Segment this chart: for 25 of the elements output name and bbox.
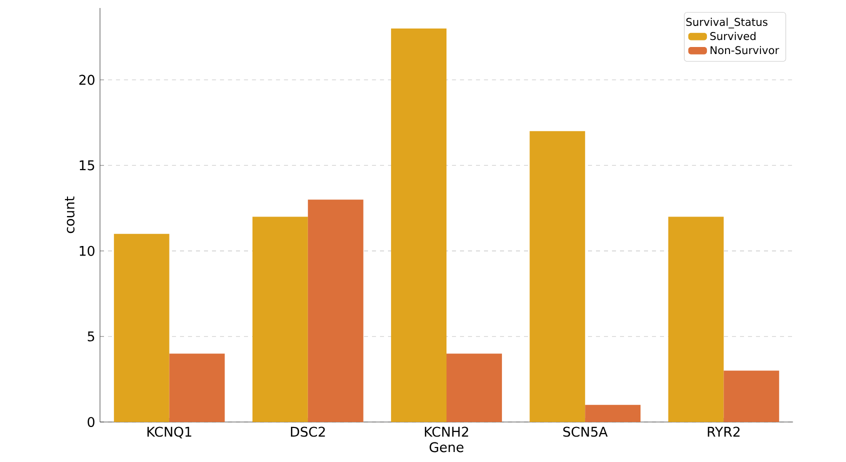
x-tick-label: SCN5A [563, 426, 608, 437]
y-tick-label: 0 [88, 416, 94, 428]
x-tick-label: RYR2 [708, 426, 740, 437]
bar [446, 354, 502, 422]
legend-title: Survival_Status [686, 18, 768, 28]
y-tick-label: 20 [79, 74, 94, 85]
legend-label: Survived [710, 32, 756, 40]
x-tick-label: DSC2 [290, 426, 325, 437]
bar [308, 200, 364, 422]
bar [252, 216, 308, 422]
y-axis-title: count [64, 196, 75, 234]
bar [391, 28, 446, 422]
y-tick-label: 10 [80, 246, 94, 256]
bar [530, 131, 586, 422]
bar [585, 404, 641, 422]
bar [114, 234, 170, 422]
legend-label: Non-Survivor [710, 46, 780, 54]
bar [724, 370, 780, 422]
y-tick-label: 5 [88, 332, 94, 342]
bar [169, 354, 225, 422]
x-tick-label: KCNH2 [424, 426, 468, 437]
x-tick-label: KCNQ1 [147, 426, 192, 438]
y-tick-label: 15 [80, 160, 94, 170]
x-axis-title: Gene [430, 442, 464, 452]
bar [668, 216, 724, 422]
